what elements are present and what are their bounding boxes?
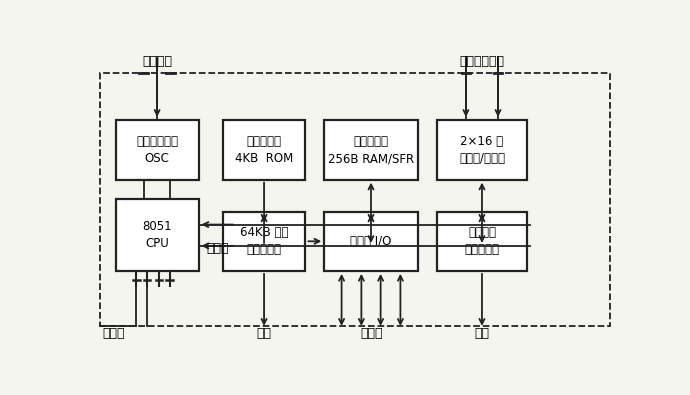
Bar [116, 120, 199, 180]
Bar [324, 212, 418, 271]
Text: 并行口: 并行口 [360, 327, 382, 340]
Text: 外时钟源: 外时钟源 [142, 55, 172, 68]
Text: 振荡器和时序
OSC: 振荡器和时序 OSC [136, 135, 178, 165]
Text: 内中断: 内中断 [206, 242, 229, 255]
Text: 64KB 总线
扩展控制器: 64KB 总线 扩展控制器 [240, 226, 288, 256]
Text: 外部事件计数: 外部事件计数 [460, 55, 504, 68]
Text: 8051
CPU: 8051 CPU [142, 220, 172, 250]
Bar [116, 199, 199, 271]
Bar [223, 120, 306, 180]
Bar [99, 73, 610, 326]
Text: 外中断: 外中断 [102, 327, 125, 340]
Text: 可编程全
双工串行口: 可编程全 双工串行口 [464, 226, 500, 256]
Bar [437, 120, 527, 180]
Text: 可编程 I/O: 可编程 I/O [351, 235, 392, 248]
Text: 控制: 控制 [257, 327, 272, 340]
Bar [324, 120, 418, 180]
Text: 程序存储器
4KB  ROM: 程序存储器 4KB ROM [235, 135, 293, 165]
Bar [223, 212, 306, 271]
Text: 通信: 通信 [475, 327, 489, 340]
Bar [437, 212, 527, 271]
Text: 数据存储器
256B RAM/SFR: 数据存储器 256B RAM/SFR [328, 135, 414, 165]
Text: 2×16 位
定时器/计数器: 2×16 位 定时器/计数器 [459, 135, 505, 165]
